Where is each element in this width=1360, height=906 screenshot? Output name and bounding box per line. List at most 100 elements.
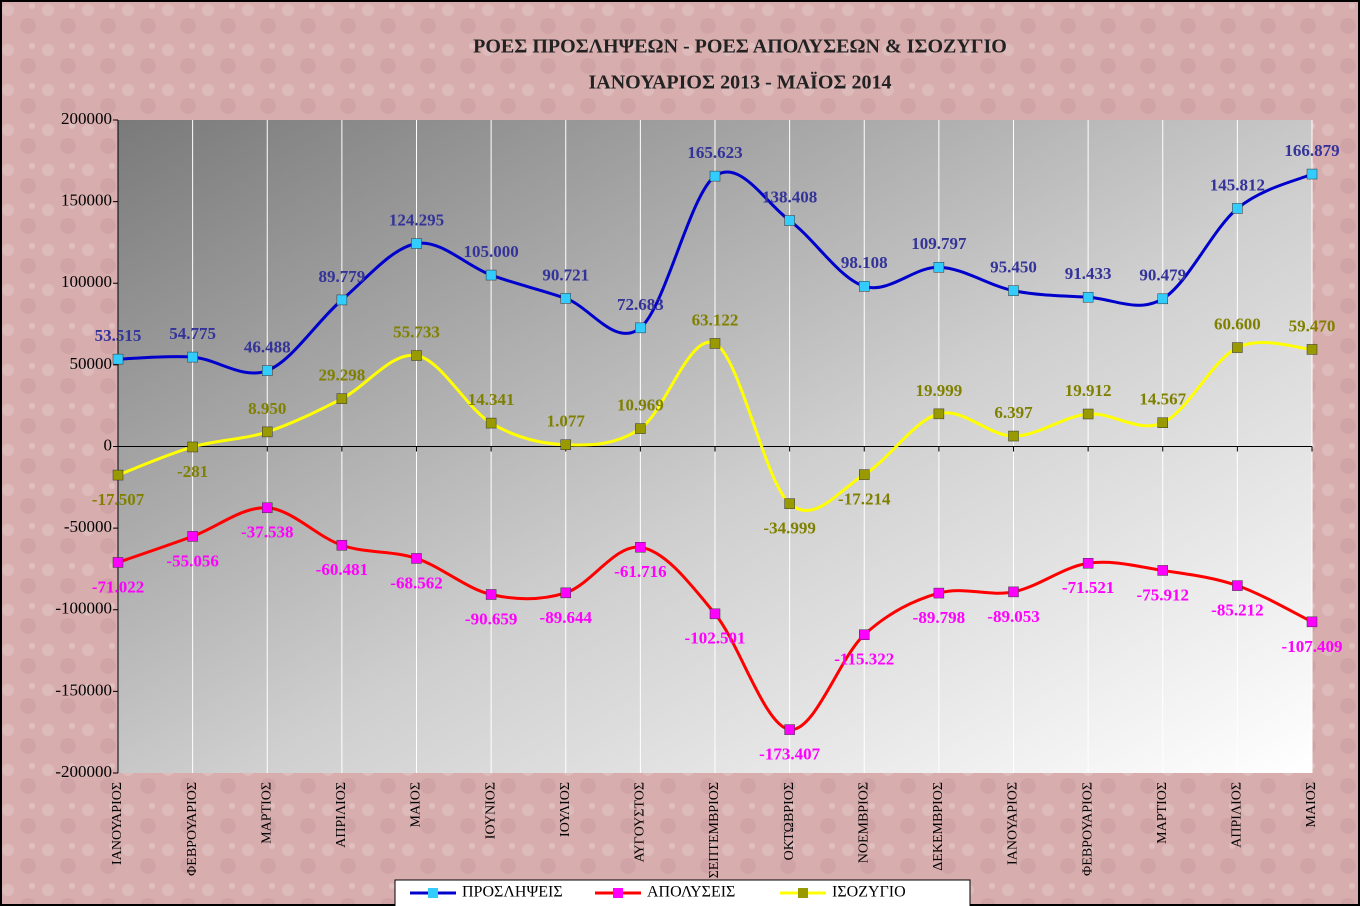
data-label: -75.912 xyxy=(1137,585,1189,604)
data-label: -37.538 xyxy=(241,523,293,542)
data-label: -85.212 xyxy=(1211,601,1263,620)
x-tick-label: ΜΑΙΟΣ xyxy=(409,782,424,827)
x-tick-label: ΙΑΝΟΥΑΡΙΟΣ xyxy=(110,782,125,865)
marker xyxy=(859,281,870,292)
marker xyxy=(1008,430,1019,442)
y-tick-label: -50000 xyxy=(64,517,112,536)
data-label: -115.322 xyxy=(834,650,894,669)
data-label: 105.000 xyxy=(464,242,519,261)
marker xyxy=(336,393,348,404)
y-tick-label: 50000 xyxy=(70,354,113,373)
marker xyxy=(1157,565,1168,576)
x-tick-label: ΦΕΒΡΟΥΑΡΙΟΣ xyxy=(185,782,200,876)
marker xyxy=(859,629,870,641)
marker xyxy=(336,539,348,551)
marker xyxy=(560,439,571,450)
marker xyxy=(1157,417,1168,428)
legend-box xyxy=(394,879,971,906)
legend-label: ΠΡΟΣΛΗΨΕΙΣ xyxy=(462,884,563,901)
legend-label: ΙΣΟΖΥΓΙΟ xyxy=(832,884,906,901)
marker xyxy=(1306,344,1318,355)
x-tick-label: ΙΟΥΝΙΟΣ xyxy=(483,782,498,839)
marker xyxy=(784,215,795,226)
marker xyxy=(411,553,422,564)
marker xyxy=(1232,203,1243,214)
data-label: 63.122 xyxy=(692,310,739,329)
data-label: 109.797 xyxy=(911,234,967,253)
data-label: -34.999 xyxy=(763,519,815,538)
data-label: -71.521 xyxy=(1062,578,1114,597)
y-tick-label: -200000 xyxy=(55,762,112,781)
data-label: -173.407 xyxy=(759,744,820,763)
x-tick-label: ΑΥΓΟΥΣΤΟΣ xyxy=(633,782,648,862)
data-label: 72.683 xyxy=(617,295,664,314)
data-label: 53.515 xyxy=(95,326,142,345)
legend-label: ΑΠΟΛΥΣΕΙΣ xyxy=(647,884,735,901)
data-label: 138.408 xyxy=(762,187,817,206)
x-tick-label: ΝΟΕΜΒΡΙΟΣ xyxy=(856,782,871,863)
marker xyxy=(262,426,273,438)
data-label: -17.214 xyxy=(838,490,891,509)
x-tick-label: ΣΕΠΤΕΜΒΡΙΟΣ xyxy=(707,782,722,878)
data-label: 54.775 xyxy=(169,324,216,343)
data-label: 145.812 xyxy=(1210,175,1265,194)
y-tick-label: 150000 xyxy=(61,191,112,210)
marker xyxy=(635,423,646,434)
marker xyxy=(411,350,422,361)
data-label: 1.077 xyxy=(547,412,586,431)
marker xyxy=(635,542,646,553)
data-label: -281 xyxy=(177,462,208,481)
marker xyxy=(112,557,124,568)
marker xyxy=(933,587,945,599)
data-label: 14.341 xyxy=(468,390,515,409)
data-label: 10.969 xyxy=(617,395,664,414)
marker xyxy=(1157,293,1168,305)
chart-subtitle: ΙΑΝΟΥΑΡΙΟΣ 2013 - ΜΑΪΟΣ 2014 xyxy=(589,71,892,94)
data-label: 89.779 xyxy=(319,267,366,286)
data-label: -90.659 xyxy=(465,609,517,628)
data-label: 90.479 xyxy=(1139,266,1186,285)
data-label: 19.999 xyxy=(916,381,963,400)
data-label: 98.108 xyxy=(841,253,888,272)
marker xyxy=(112,353,124,365)
marker xyxy=(1082,291,1094,303)
data-label: -89.798 xyxy=(913,608,965,627)
data-label: -102.501 xyxy=(685,629,746,648)
data-label: -89.644 xyxy=(540,608,593,627)
data-label: 19.912 xyxy=(1065,381,1112,400)
data-label: 91.433 xyxy=(1065,264,1112,283)
marker xyxy=(635,322,646,334)
series-line xyxy=(117,506,1313,732)
data-label: 124.295 xyxy=(389,210,444,229)
data-label: 55.733 xyxy=(393,322,440,341)
legend: ΠΡΟΣΛΗΨΕΙΣ ΑΠΟΛΥΣΕΙΣ ΙΣΟΖΥΓΙΟ xyxy=(394,879,971,906)
data-label: -61.716 xyxy=(614,562,666,581)
marker xyxy=(187,441,198,453)
data-label: 166.879 xyxy=(1284,141,1339,160)
marker xyxy=(1082,408,1094,420)
marker xyxy=(784,498,795,509)
y-tick-label: -100000 xyxy=(55,599,112,618)
x-tick-label: ΔΕΚΕΜΒΡΙΟΣ xyxy=(931,782,946,871)
y-tick-label: 0 xyxy=(104,435,113,454)
marker xyxy=(187,531,198,542)
data-label: -71.022 xyxy=(92,577,144,596)
marker xyxy=(1306,616,1318,628)
data-label: 165.623 xyxy=(687,143,742,162)
data-label: -89.053 xyxy=(987,607,1039,626)
x-tick-label: ΑΠΡΙΛΙΟΣ xyxy=(1230,782,1245,848)
data-label: 59.470 xyxy=(1289,316,1336,335)
marker xyxy=(336,294,348,306)
marker xyxy=(859,469,870,480)
marker xyxy=(933,262,945,273)
marker xyxy=(560,293,571,304)
marker xyxy=(187,351,198,363)
legend-marker xyxy=(613,888,623,898)
marker xyxy=(933,408,945,420)
y-tick-label: 200000 xyxy=(61,109,112,128)
data-label: -68.562 xyxy=(390,573,442,592)
data-label: 6.397 xyxy=(994,403,1033,422)
x-tick-label: ΑΠΡΙΛΙΟΣ xyxy=(334,782,349,848)
legend-marker xyxy=(428,888,438,898)
